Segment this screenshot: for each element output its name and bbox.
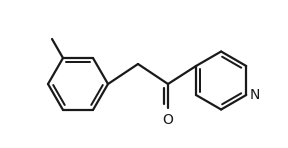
Text: N: N xyxy=(249,88,259,102)
Text: O: O xyxy=(162,113,173,127)
